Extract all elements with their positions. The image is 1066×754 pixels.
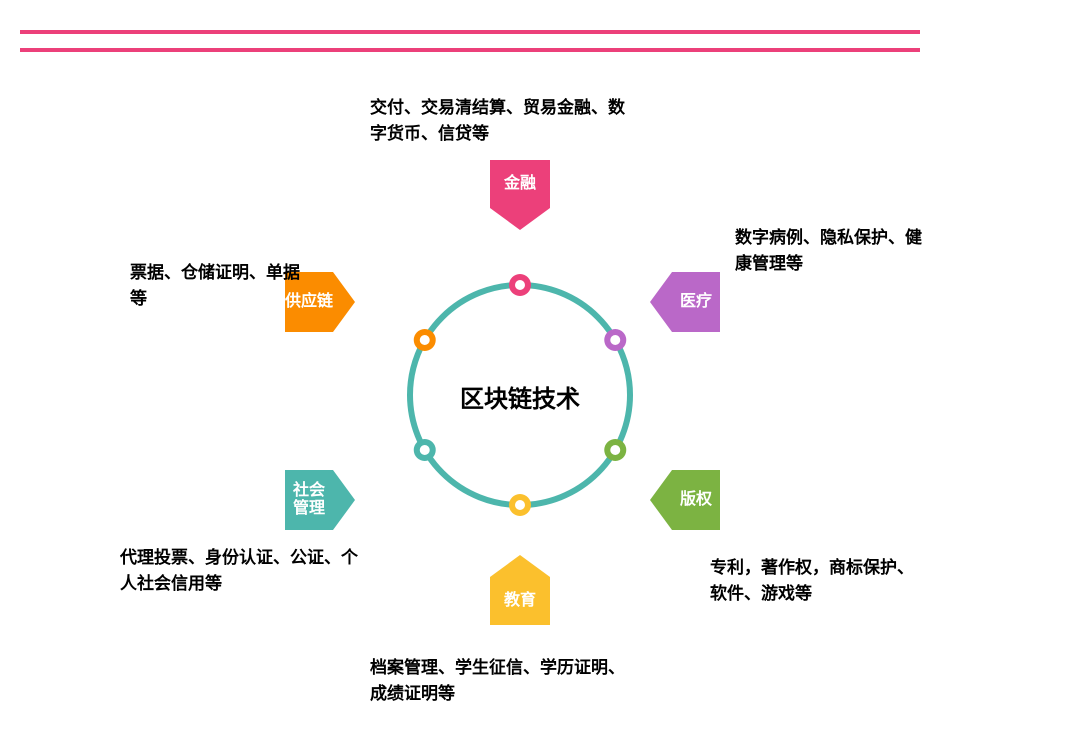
node-desc-supply: 票据、仓储证明、单据等 bbox=[130, 260, 310, 311]
node-label-medical: 医疗 bbox=[672, 272, 720, 332]
node-label-finance: 金融 bbox=[490, 160, 550, 208]
center-title: 区块链技术 bbox=[420, 379, 620, 414]
node-desc-social: 代理投票、身份认证、公证、个人社会信用等 bbox=[120, 545, 360, 596]
node-label-copyright: 版权 bbox=[672, 470, 720, 530]
node-label-social: 社会 管理 bbox=[285, 470, 333, 530]
node-desc-finance: 交付、交易清结算、贸易金融、数字货币、信贷等 bbox=[370, 95, 630, 146]
node-desc-copyright: 专利，著作权，商标保护、软件、游戏等 bbox=[710, 555, 920, 606]
node-desc-medical: 数字病例、隐私保护、健康管理等 bbox=[735, 225, 925, 276]
node-desc-education: 档案管理、学生征信、学历证明、成绩证明等 bbox=[370, 655, 630, 706]
node-label-education: 教育 bbox=[490, 577, 550, 625]
